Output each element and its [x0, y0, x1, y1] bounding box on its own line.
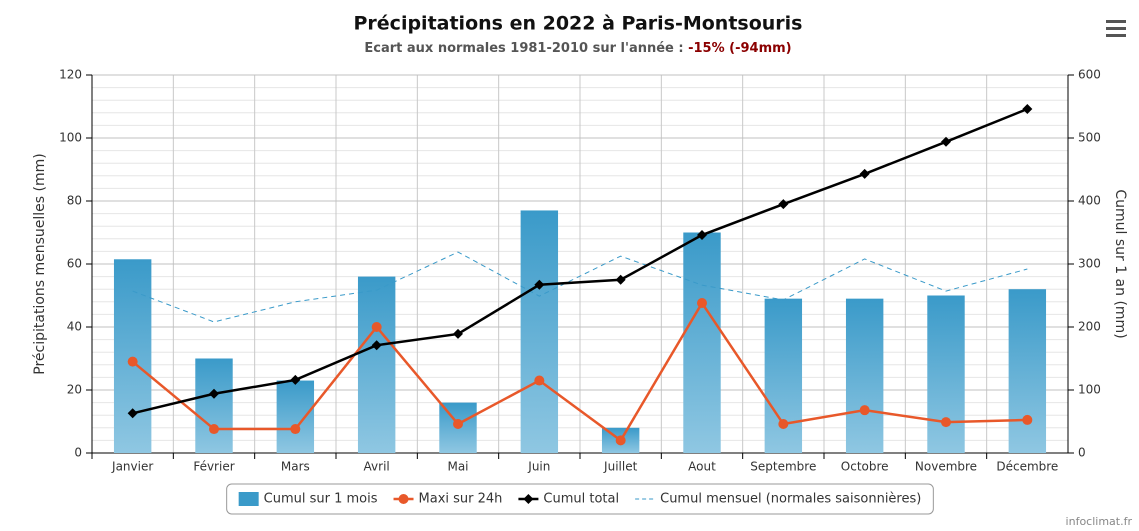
point	[453, 328, 463, 339]
point	[697, 298, 707, 309]
credits: infoclimat.fr	[1066, 515, 1133, 528]
subtitle-highlight: -15% (-94mm)	[688, 41, 792, 56]
x-tick-label: Mai	[447, 460, 468, 474]
y-tick-label: 120	[59, 68, 82, 82]
menu-button[interactable]	[1102, 16, 1130, 42]
point	[778, 199, 789, 210]
chart-title: Précipitations en 2022 à Paris-Montsouri…	[354, 13, 803, 35]
point	[615, 435, 626, 446]
y-tick-label: 0	[74, 446, 82, 460]
point	[859, 405, 870, 416]
bar	[683, 232, 721, 453]
point	[453, 419, 463, 430]
point	[941, 417, 951, 428]
legend-marker	[398, 494, 409, 504]
line	[131, 300, 1028, 443]
point	[127, 408, 138, 419]
subtitle-text: Ecart aux normales 1981-2010 sur l'année…	[364, 41, 688, 56]
point	[209, 424, 219, 435]
bar	[195, 358, 233, 453]
x-tick-label: Septembre	[750, 460, 816, 474]
y-tick-label: 20	[67, 383, 82, 397]
legend-label: Cumul mensuel (normales saisonnières)	[660, 492, 921, 507]
normal-line	[132, 251, 1028, 323]
point	[290, 424, 301, 435]
x-tick-label: Mars	[281, 460, 310, 474]
x-tick-label: Février	[193, 460, 234, 474]
bar	[845, 298, 884, 453]
point	[615, 274, 626, 285]
point	[1022, 104, 1033, 115]
point	[127, 356, 138, 367]
legend-label: Cumul total	[543, 492, 619, 507]
x-tick-label: Avril	[364, 460, 390, 474]
y2-tick-label: 600	[1078, 68, 1101, 82]
y-tick-label: 60	[67, 257, 82, 271]
bar	[276, 380, 315, 453]
point	[941, 136, 951, 147]
y2-tick-label: 200	[1078, 320, 1101, 334]
y2-tick-label: 300	[1078, 257, 1101, 271]
legend-item: Cumul total	[518, 492, 619, 507]
legend-box	[226, 483, 934, 515]
legend-item: Maxi sur 24h	[393, 492, 503, 507]
point	[534, 279, 545, 290]
y2-axis-title: Cumul sur 1 an (mm)	[1112, 189, 1128, 338]
legend-swatch	[238, 492, 259, 506]
x-tick-label: Janvier	[111, 460, 153, 474]
bar	[927, 295, 965, 453]
legend-item: Cumul sur 1 mois	[238, 492, 378, 507]
y-axis-title: Précipitations mensuelles (mm)	[32, 153, 48, 375]
point	[209, 388, 219, 399]
y-tick-label: 40	[67, 320, 82, 334]
x-tick-label: Octobre	[841, 460, 889, 474]
bar	[357, 276, 396, 453]
line	[132, 107, 1028, 415]
x-tick-label: Novembre	[915, 460, 977, 474]
bar	[520, 210, 559, 453]
legend-label: Maxi sur 24h	[419, 492, 503, 507]
point	[290, 374, 301, 385]
x-tick-label: Juin	[527, 460, 550, 474]
chart-subtitle: Ecart aux normales 1981-2010 sur l'année…	[364, 41, 791, 56]
x-tick-label: Aout	[688, 460, 716, 474]
y2-tick-label: 100	[1078, 383, 1101, 397]
y2-tick-label: 500	[1078, 131, 1101, 145]
legend: Cumul sur 1 mois Maxi sur 24h Cumul total C…	[226, 483, 934, 515]
legend-label: Cumul sur 1 mois	[264, 492, 378, 507]
y2-tick-label: 400	[1078, 194, 1101, 208]
legend-marker	[523, 494, 534, 504]
bar	[764, 298, 803, 453]
y2-tick-label: 0	[1078, 446, 1086, 460]
point	[1022, 414, 1033, 425]
x-tick-label: Juillet	[603, 460, 638, 474]
point	[697, 230, 707, 241]
point	[859, 168, 870, 179]
point	[371, 322, 382, 332]
point	[371, 340, 382, 351]
x-tick-label: Décembre	[996, 460, 1058, 474]
bar	[1008, 289, 1047, 453]
point	[778, 419, 789, 430]
legend-item: Cumul mensuel (normales saisonnières)	[635, 492, 921, 507]
y-tick-label: 80	[67, 194, 82, 208]
point	[534, 375, 545, 386]
bar	[113, 259, 152, 453]
y-tick-label: 100	[59, 131, 82, 145]
